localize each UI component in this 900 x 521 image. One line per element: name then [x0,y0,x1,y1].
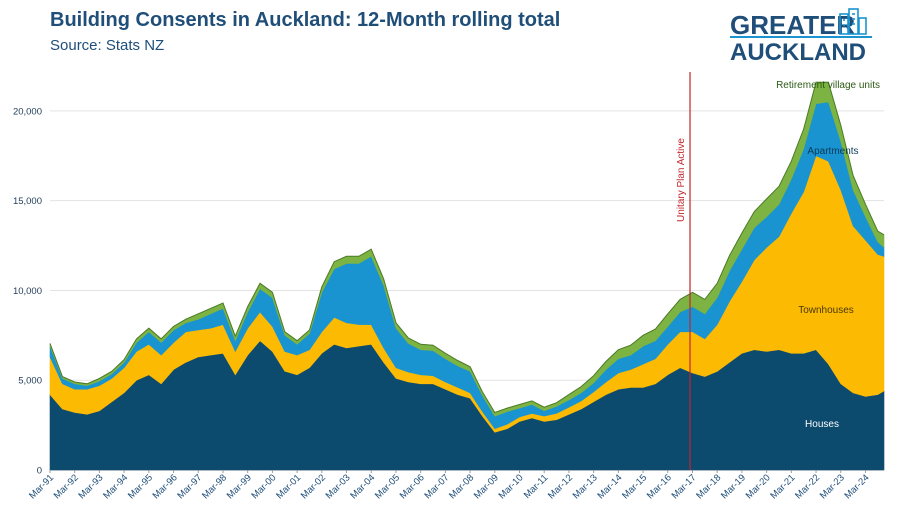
x-tick-label: Mar-99 [225,472,254,501]
svg-text:GREATER: GREATER [730,10,855,40]
series-label-apartments: Apartments [807,146,858,157]
x-tick-label: Mar-07 [422,472,451,501]
total-outline [49,81,885,414]
x-tick-label: Mar-04 [348,472,377,501]
y-axis: 0 5,000 10,000 15,000 20,000 [13,106,42,476]
stacked-areas [49,81,885,471]
x-tick-label: Mar-22 [793,472,822,501]
x-tick-label: Mar-13 [571,472,600,501]
x-tick-label: Mar-18 [694,472,723,501]
x-axis: Mar-91Mar-92Mar-93Mar-94Mar-95Mar-96Mar-… [27,470,872,501]
y-tick-label: 5,000 [18,376,42,387]
x-tick-label: Mar-19 [719,472,748,501]
x-tick-label: Mar-01 [274,472,303,501]
x-tick-label: Mar-09 [472,472,501,501]
annotation: Unitary Plan Active [676,72,691,470]
skyline-icon [839,8,867,35]
x-tick-label: Mar-08 [447,472,476,501]
greater-auckland-logo: GREATER AUCKLAND [730,8,872,64]
x-tick-label: Mar-96 [151,472,180,501]
x-tick-label: Mar-95 [126,472,155,501]
y-tick-label: 20,000 [13,106,42,117]
x-tick-label: Mar-98 [200,472,229,501]
x-tick-label: Mar-00 [249,472,278,501]
x-tick-label: Mar-03 [324,472,353,501]
x-tick-label: Mar-05 [373,472,402,501]
x-tick-label: Mar-12 [546,472,575,501]
x-tick-label: Mar-06 [398,472,427,501]
x-tick-label: Mar-16 [645,472,674,501]
chart-subtitle: Source: Stats NZ [50,37,165,54]
x-tick-label: Mar-97 [175,472,204,501]
x-tick-label: Mar-24 [843,472,872,501]
x-tick-label: Mar-21 [768,472,797,501]
x-tick-label: Mar-20 [744,472,773,501]
x-tick-label: Mar-11 [522,472,551,501]
unitary-plan-label: Unitary Plan Active [676,138,687,222]
x-tick-label: Mar-23 [818,472,847,501]
series-label-retirement-village-units: Retirement village units [776,80,880,91]
series-label-houses: Houses [805,419,839,430]
x-tick-label: Mar-10 [497,472,526,501]
x-tick-label: Mar-93 [76,472,105,501]
x-tick-label: Mar-15 [620,472,649,501]
chart-title: Building Consents in Auckland: 12-Month … [50,9,561,31]
y-tick-label: 15,000 [13,196,42,207]
x-tick-label: Mar-14 [595,472,624,501]
x-tick-label: Mar-91 [27,472,56,501]
x-tick-label: Mar-94 [101,472,130,501]
svg-text:AUCKLAND: AUCKLAND [730,39,866,64]
x-tick-label: Mar-92 [52,472,81,501]
y-tick-label: 10,000 [13,286,42,297]
x-tick-label: Mar-02 [299,472,328,501]
series-labels: Houses Townhouses Apartments Retirement vil… [776,80,880,430]
x-tick-label: Mar-17 [670,472,699,501]
y-tick-label: 0 [37,466,42,477]
series-label-townhouses: Townhouses [798,305,854,316]
